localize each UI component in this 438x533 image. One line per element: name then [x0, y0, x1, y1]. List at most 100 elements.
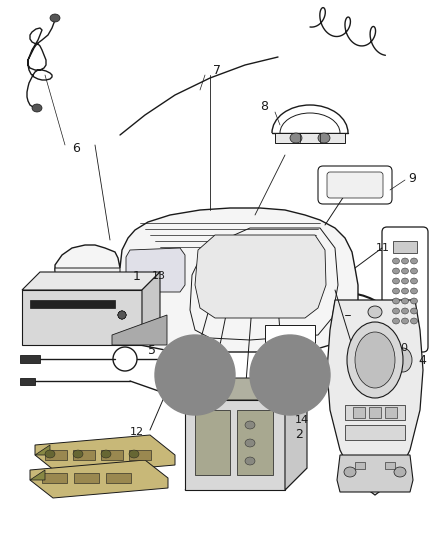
Ellipse shape [118, 311, 126, 319]
Ellipse shape [290, 133, 302, 143]
Text: 1: 1 [133, 270, 141, 282]
Bar [265, 325, 315, 343]
Polygon shape [237, 410, 273, 475]
Polygon shape [185, 378, 307, 400]
Ellipse shape [394, 348, 412, 372]
Text: 13: 13 [152, 271, 166, 281]
Circle shape [183, 363, 207, 387]
Text: 14: 14 [295, 415, 309, 425]
Ellipse shape [245, 457, 255, 465]
Ellipse shape [410, 318, 417, 324]
Polygon shape [30, 460, 168, 498]
Ellipse shape [245, 421, 255, 429]
Ellipse shape [101, 450, 111, 458]
Polygon shape [327, 300, 423, 495]
Text: 5: 5 [148, 343, 156, 357]
Bar [385, 407, 397, 418]
Ellipse shape [392, 278, 399, 284]
Bar [74, 473, 99, 483]
Polygon shape [112, 315, 167, 345]
Ellipse shape [402, 308, 409, 314]
Polygon shape [185, 468, 307, 490]
Polygon shape [126, 248, 185, 292]
Ellipse shape [347, 322, 403, 398]
Bar [369, 407, 381, 418]
Ellipse shape [50, 14, 60, 22]
Bar [385, 462, 395, 469]
Ellipse shape [402, 278, 409, 284]
FancyBboxPatch shape [382, 227, 428, 352]
Circle shape [155, 335, 235, 415]
Polygon shape [195, 235, 326, 318]
Bar [30, 300, 115, 308]
Ellipse shape [118, 311, 126, 319]
Bar [275, 133, 345, 143]
Ellipse shape [318, 133, 330, 143]
Polygon shape [35, 435, 175, 475]
Bar [101, 450, 123, 460]
Ellipse shape [410, 308, 417, 314]
Ellipse shape [392, 318, 399, 324]
Bar [45, 450, 67, 460]
Ellipse shape [410, 258, 417, 264]
Ellipse shape [118, 311, 126, 319]
Polygon shape [395, 345, 413, 372]
Ellipse shape [402, 258, 409, 264]
Ellipse shape [402, 298, 409, 304]
Ellipse shape [402, 318, 409, 324]
Ellipse shape [73, 450, 83, 458]
Text: 7: 7 [213, 63, 221, 77]
Polygon shape [337, 455, 413, 492]
Ellipse shape [278, 348, 296, 372]
Polygon shape [195, 410, 230, 475]
Polygon shape [30, 470, 45, 480]
Polygon shape [285, 378, 307, 490]
Polygon shape [277, 345, 295, 372]
Polygon shape [55, 268, 120, 342]
Ellipse shape [45, 450, 55, 458]
Ellipse shape [402, 288, 409, 294]
Bar [175, 354, 193, 364]
Bar [353, 407, 365, 418]
Ellipse shape [245, 439, 255, 447]
Ellipse shape [129, 450, 139, 458]
Ellipse shape [394, 467, 406, 477]
Ellipse shape [392, 308, 399, 314]
Bar [20, 355, 40, 363]
Text: 10: 10 [395, 343, 409, 353]
Bar [73, 450, 95, 460]
Polygon shape [22, 272, 160, 290]
FancyBboxPatch shape [318, 166, 392, 204]
Polygon shape [142, 272, 160, 345]
Ellipse shape [392, 288, 399, 294]
Circle shape [262, 347, 318, 403]
Ellipse shape [344, 467, 356, 477]
FancyBboxPatch shape [327, 172, 383, 198]
Ellipse shape [410, 268, 417, 274]
Bar [42, 473, 67, 483]
Bar [129, 450, 151, 460]
Ellipse shape [118, 311, 126, 319]
Ellipse shape [410, 288, 417, 294]
Bar [300, 133, 320, 143]
Ellipse shape [392, 258, 399, 264]
Ellipse shape [118, 311, 126, 319]
Bar [393, 241, 417, 253]
Polygon shape [185, 400, 285, 490]
Bar [345, 405, 405, 420]
Text: 2: 2 [295, 429, 303, 441]
Circle shape [250, 335, 330, 415]
Ellipse shape [368, 306, 382, 318]
Polygon shape [22, 290, 142, 345]
Ellipse shape [410, 278, 417, 284]
Text: 4: 4 [418, 353, 426, 367]
Ellipse shape [392, 268, 399, 274]
Text: 12: 12 [130, 427, 144, 437]
Polygon shape [55, 208, 358, 392]
Ellipse shape [410, 298, 417, 304]
Bar [106, 473, 131, 483]
Circle shape [167, 347, 223, 403]
Text: 11: 11 [376, 243, 390, 253]
Ellipse shape [32, 104, 42, 112]
Bar [20, 378, 35, 385]
